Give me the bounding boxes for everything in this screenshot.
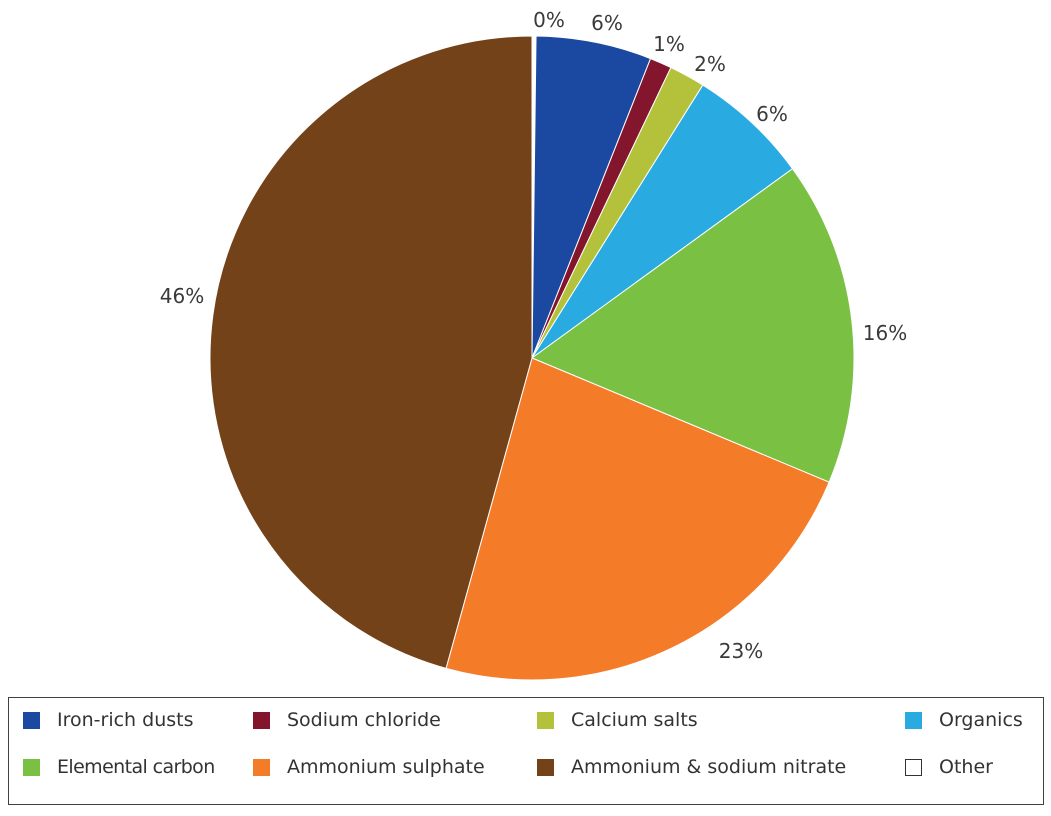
pie-slice-ammonium-sulphate (445, 357, 830, 681)
legend-swatch (905, 758, 922, 776)
legend-item-other: Other (905, 755, 993, 779)
legend-label: Organics (939, 709, 1023, 731)
pie-slice-organics (531, 84, 794, 359)
legend-label: Elemental carbon (57, 756, 215, 778)
legend-item-ammonium-sulphate: Ammonium sulphate (253, 755, 485, 779)
legend-item-sodium-chloride: Sodium chloride (253, 708, 441, 732)
data-label-iron-rich-dusts: 6% (591, 11, 623, 35)
data-label-elemental-carbon: 16% (863, 321, 907, 345)
legend-swatch (905, 711, 922, 729)
data-label-ammonium-sodium-nitrate: 46% (160, 284, 204, 308)
legend-swatch (537, 758, 554, 776)
legend-swatch (253, 758, 270, 776)
data-label-other: 0% (533, 8, 565, 32)
legend-label: Ammonium sulphate (287, 756, 485, 778)
legend-swatch (23, 711, 40, 729)
legend-label: Sodium chloride (287, 709, 441, 731)
pie-slices (209, 35, 855, 681)
legend-swatch (537, 711, 554, 729)
data-label-organics: 6% (756, 102, 788, 126)
chart-legend: Iron-rich dusts Sodium chloride Calcium … (8, 697, 1044, 805)
legend-item-ammonium-sodium-nitrate: Ammonium & sodium nitrate (537, 755, 846, 779)
legend-item-iron-rich-dusts: Iron-rich dusts (23, 708, 194, 732)
pie-plot-area: 0% 6% 1% 2% 6% 16% 23% 46% (160, 8, 907, 681)
data-label-calcium-salts: 2% (694, 52, 726, 76)
legend-swatch (253, 711, 270, 729)
data-label-sodium-chloride: 1% (653, 32, 685, 56)
legend-label: Ammonium & sodium nitrate (571, 756, 847, 778)
pie-slice-ammonium-sodium-nitrate (209, 35, 533, 669)
legend-item-calcium-salts: Calcium salts (537, 708, 698, 732)
legend-item-elemental-carbon: Elemental carbon (23, 755, 215, 779)
data-label-ammonium-sulphate: 23% (719, 639, 763, 663)
pie-slice-elemental-carbon (530, 168, 855, 483)
pie-data-labels: 0% 6% 1% 2% 6% 16% 23% 46% (160, 8, 907, 663)
legend-swatch (23, 758, 40, 776)
legend-label: Calcium salts (571, 709, 698, 731)
legend-label: Other (939, 756, 993, 778)
legend-item-organics: Organics (905, 708, 1023, 732)
legend-label: Iron-rich dusts (57, 709, 194, 731)
